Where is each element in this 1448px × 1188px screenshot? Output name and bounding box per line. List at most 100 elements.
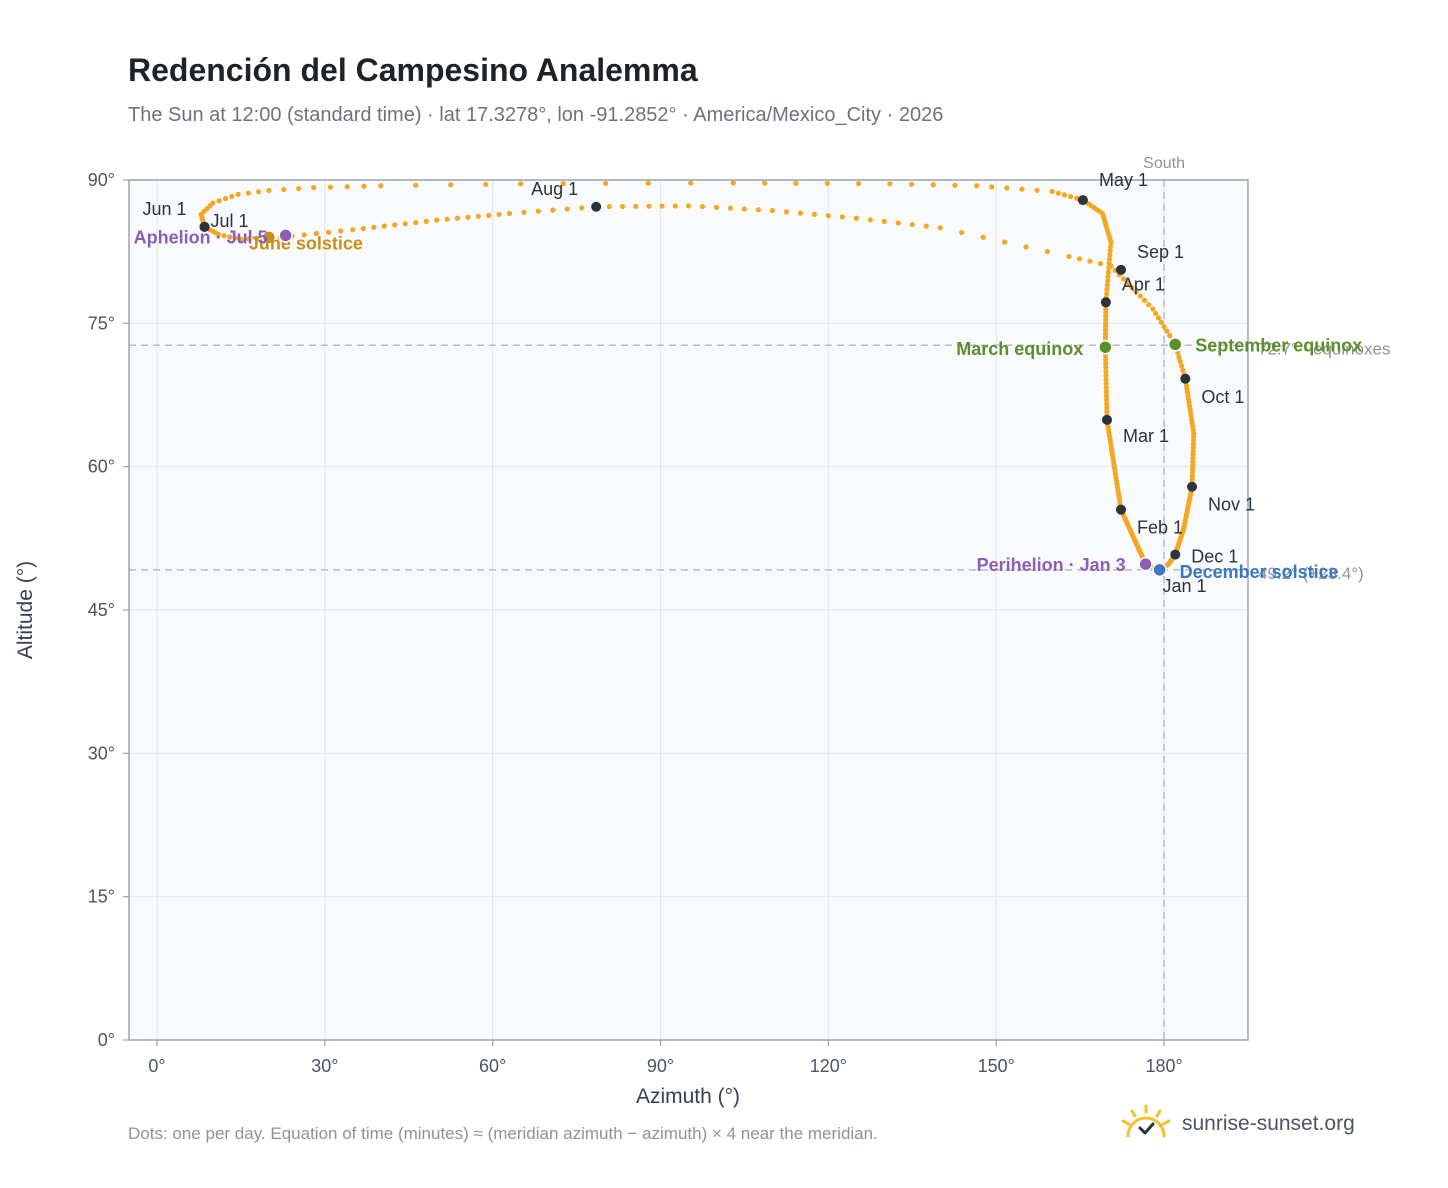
event-marker: [261, 230, 277, 245]
day-dot: [1002, 239, 1008, 245]
month-label: Jul 1: [211, 211, 249, 231]
day-dot: [1055, 190, 1061, 196]
month-label: May 1: [1099, 170, 1148, 190]
day-dot: [1105, 273, 1111, 280]
day-dot: [325, 229, 332, 235]
month-label: Apr 1: [1122, 274, 1165, 294]
axis-ticks: 0° 30° 60° 90° 120° 150° 180° 0° 15° 30° 45° 60° 75°…: [88, 170, 1183, 1076]
chart-subtitle: The Sun at 12:00 (standard time) · lat 1…: [128, 104, 944, 126]
day-dot: [378, 183, 384, 189]
day-dot: [1076, 256, 1083, 262]
x-tick-label: 0°: [148, 1056, 165, 1076]
day-dot: [923, 223, 929, 229]
day-dot: [959, 229, 965, 236]
day-dot: [444, 216, 450, 222]
day-dot: [887, 181, 893, 187]
day-dot: [496, 211, 502, 217]
day-dot: [1066, 253, 1072, 260]
day-dot: [1019, 186, 1025, 192]
event-label: September equinox: [1195, 335, 1362, 355]
month-marker: [1187, 481, 1198, 492]
reference-lines: South 72.7° · equinoxes 49.2° (+23.4°): [129, 155, 1391, 1040]
day-dot: [1177, 358, 1183, 365]
day-dot: [853, 215, 859, 221]
day-dot: [619, 203, 626, 210]
day-dot: [246, 236, 252, 242]
event-label: December solstice: [1180, 562, 1339, 582]
brand-name: sunrise-sunset.org: [1182, 1112, 1355, 1135]
x-tick-label: 180°: [1145, 1056, 1182, 1076]
month-label: Sep 1: [1137, 242, 1184, 262]
day-dot: [646, 203, 652, 209]
x-tick-label: 30°: [311, 1056, 338, 1076]
x-tick-label: 150°: [978, 1056, 1015, 1076]
day-dot: [535, 208, 541, 214]
day-dot: [1104, 286, 1110, 293]
day-dot: [1107, 243, 1114, 250]
day-dot: [475, 213, 481, 219]
day-dot: [741, 206, 748, 212]
day-dot: [1105, 269, 1111, 275]
month-marker: [591, 201, 602, 212]
day-dot: [1034, 187, 1040, 193]
day-dot: [1103, 356, 1109, 362]
day-dot: [727, 205, 734, 211]
day-dot: [825, 213, 831, 219]
day-dot: [603, 180, 609, 187]
day-dot: [245, 190, 251, 196]
x-axis-label: Azimuth (°): [636, 1085, 740, 1108]
day-dot: [1104, 405, 1110, 411]
day-dot: [579, 205, 585, 211]
day-dot: [423, 218, 429, 224]
day-dot: [229, 193, 235, 200]
month-label: Mar 1: [1123, 426, 1169, 446]
month-marker: [1115, 504, 1126, 515]
x-tick-label: 90°: [647, 1056, 674, 1076]
day-dot: [1103, 368, 1109, 375]
day-dot: [730, 180, 736, 186]
day-dot: [1103, 372, 1109, 379]
month-label: Jan 1: [1162, 576, 1206, 596]
day-dot: [235, 191, 241, 197]
day-dot: [216, 198, 222, 204]
event-marker: [278, 228, 293, 243]
day-dot: [486, 212, 492, 218]
day-dot: [301, 232, 307, 238]
day-dot: [371, 224, 377, 230]
day-dot: [793, 180, 799, 186]
event-markers: March equinox September equinox June solst…: [134, 227, 1363, 581]
month-marker: [1170, 549, 1181, 560]
equinox-altitude-label: 72.7° · equinoxes: [1258, 339, 1391, 358]
month-marker: [1102, 414, 1113, 425]
event-label: Perihelion · Jan 3: [977, 555, 1126, 575]
month-marker: [1100, 297, 1111, 308]
day-dot: [327, 184, 334, 190]
chart-title: Redención del Campesino Analemma: [128, 52, 698, 88]
day-dot: [1004, 185, 1010, 191]
day-dot: [313, 230, 320, 237]
day-dot: [1104, 291, 1110, 297]
day-dot: [783, 209, 790, 215]
day-dot: [797, 210, 804, 216]
event-marker: [1152, 562, 1167, 578]
day-dot: [434, 217, 440, 223]
day-dot: [238, 236, 244, 242]
day-dot: [232, 235, 238, 241]
day-dot: [1129, 284, 1135, 291]
day-dot: [1146, 302, 1152, 308]
day-dot: [1049, 188, 1055, 195]
day-dot: [221, 233, 227, 239]
day-dot: [222, 196, 229, 202]
day-dot: [256, 189, 262, 195]
day-dot: [1164, 328, 1170, 334]
brand[interactable]: sunrise-sunset.org: [1120, 1104, 1355, 1144]
day-dot: [266, 187, 272, 194]
day-dot: [296, 186, 302, 192]
day-dot: [1133, 289, 1139, 295]
day-dot: [769, 207, 776, 214]
day-dot: [1087, 258, 1093, 264]
day-dot: [606, 204, 612, 210]
day-dot: [937, 225, 943, 231]
event-label: March equinox: [956, 339, 1083, 359]
day-dot: [1167, 332, 1173, 339]
